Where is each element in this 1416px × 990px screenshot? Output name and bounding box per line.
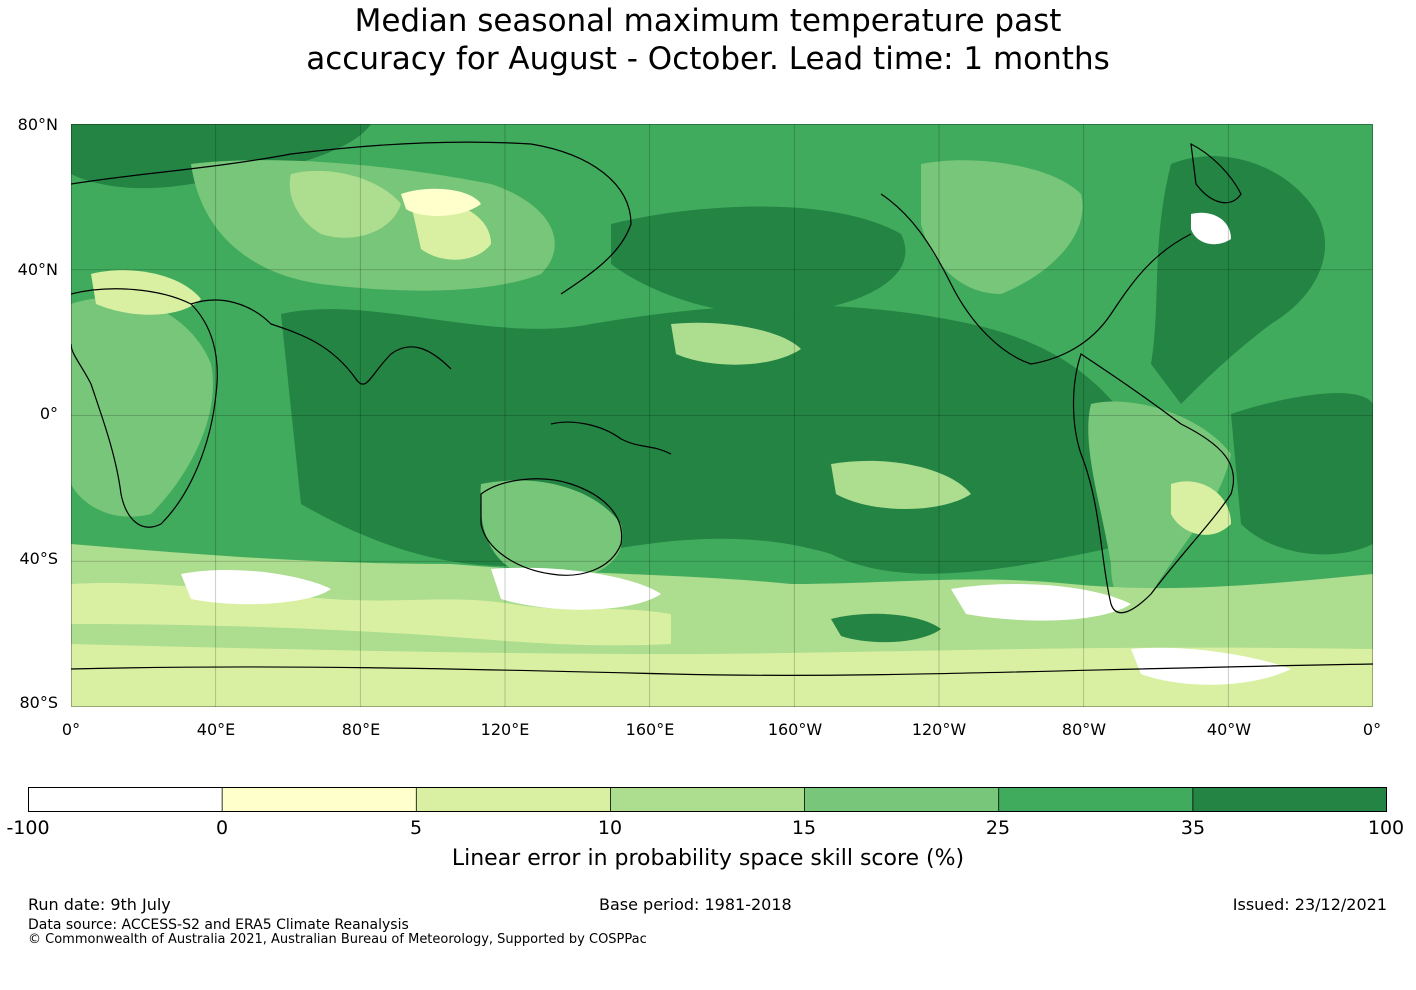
greenland-coastline	[1190, 142, 1242, 204]
colorbar-tick-0: 0	[215, 817, 229, 839]
base-period: Base period: 1981-2018	[599, 895, 792, 914]
map-panel	[71, 124, 1373, 707]
labrador-sea-negative	[1191, 212, 1231, 245]
lon-label-40e: 40°E	[196, 720, 236, 739]
title-line-2: accuracy for August - October. Lead time…	[306, 41, 1110, 77]
south-america-coastline	[1072, 353, 1235, 614]
lat-label-40n: 40°N	[17, 260, 58, 279]
colorbar-frame	[28, 787, 1387, 812]
lon-label-80w: 80°W	[1061, 720, 1107, 739]
north-america-mid-skill	[921, 160, 1083, 294]
australia-mid-skill	[480, 480, 623, 580]
colorbar-swatch	[416, 787, 611, 812]
lat-label-80n: 80°N	[17, 115, 58, 134]
lon-label-160w: 160°W	[767, 720, 823, 739]
brazil-low-skill	[1171, 481, 1231, 535]
southern-ocean-negative-1	[181, 569, 331, 605]
colorbar-label: Linear error in probability space skill …	[451, 846, 965, 871]
lon-label-0-right: 0°	[1362, 720, 1382, 739]
skill-score-map	[71, 124, 1373, 707]
lat-label-80s: 80°S	[19, 693, 58, 712]
colorbar-tick-100: 100	[1367, 817, 1405, 839]
southern-ocean-negative-2	[491, 567, 661, 610]
lat-label-40s: 40°S	[19, 549, 58, 568]
colorbar-tick-35: 35	[1180, 817, 1206, 839]
southern-ocean-negative-3	[951, 584, 1131, 621]
lon-label-120e: 120°E	[480, 720, 530, 739]
central-pacific-low-skill	[671, 322, 801, 365]
colorbar-swatch	[28, 787, 223, 812]
map-gridlines	[71, 124, 1373, 707]
south-pacific-low-skill	[831, 460, 971, 509]
lon-label-80e: 80°E	[341, 720, 381, 739]
colorbar-swatch	[222, 787, 417, 812]
maritime-continent-coastline	[550, 421, 672, 455]
north-pacific-high-skill	[611, 206, 906, 315]
sahara-low-skill	[91, 270, 201, 315]
copyright: © Commonwealth of Australia 2021, Austra…	[28, 932, 647, 947]
map-title: Median seasonal maximum temperature past…	[0, 2, 1416, 78]
colorbar-tick-15: 15	[791, 817, 817, 839]
colorbar-swatch	[804, 787, 1000, 812]
lon-label-0-left: 0°	[61, 720, 81, 739]
africa-coastline	[71, 288, 218, 528]
coastlines	[71, 141, 1373, 676]
title-line-1: Median seasonal maximum temperature past	[354, 3, 1062, 39]
arctic-high-skill	[71, 124, 371, 189]
colorbar-swatch	[610, 787, 806, 812]
south-america-mid-skill	[1088, 401, 1231, 609]
siberia-low-skill	[289, 170, 401, 238]
central-asia-low-skill	[411, 201, 491, 260]
colorbar-tick-10: 10	[597, 817, 623, 839]
lon-label-160e: 160°E	[625, 720, 675, 739]
run-date: Run date: 9th July	[28, 895, 171, 914]
data-source: Data source: ACCESS-S2 and ERA5 Climate …	[28, 917, 409, 933]
colorbar-swatch	[998, 787, 1194, 812]
eurasia-coastline	[71, 141, 632, 295]
tropical-atlantic-high-skill	[1231, 393, 1373, 555]
lat-label-0: 0°	[39, 404, 58, 423]
issued-date: Issued: 23/12/2021	[1232, 895, 1387, 914]
antarctica-coastline	[71, 663, 1373, 676]
north-america-coastline	[880, 193, 1192, 365]
lon-label-40w: 40°W	[1206, 720, 1252, 739]
africa-mid-skill	[71, 297, 213, 517]
mongolia-near-zero	[401, 188, 481, 216]
colorbar	[28, 787, 1387, 812]
southern-ocean-high-patch	[831, 613, 941, 643]
map-frame	[71, 124, 1373, 707]
colorbar-tick-5: 5	[409, 817, 423, 839]
australia-coastline	[480, 478, 623, 576]
lon-label-120w: 120°W	[911, 720, 967, 739]
colorbar-tick-25: 25	[985, 817, 1011, 839]
colorbar-tick-minus100: -100	[6, 817, 50, 839]
south-asia-coastline	[190, 299, 452, 385]
antarctica-negative	[1131, 647, 1291, 685]
colorbar-swatch	[1192, 787, 1387, 812]
